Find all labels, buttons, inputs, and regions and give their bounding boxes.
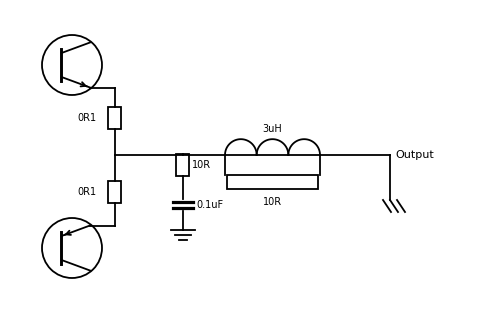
Bar bbox=[109, 181, 121, 203]
Text: 10R: 10R bbox=[263, 197, 282, 207]
Text: 10R: 10R bbox=[192, 160, 211, 170]
Bar bbox=[176, 154, 189, 176]
Bar bbox=[109, 107, 121, 129]
Text: Output: Output bbox=[395, 150, 434, 160]
Text: 0.1uF: 0.1uF bbox=[196, 200, 223, 210]
Text: 0R1: 0R1 bbox=[78, 113, 97, 123]
Bar bbox=[227, 175, 318, 189]
Text: 3uH: 3uH bbox=[262, 124, 282, 134]
Text: 0R1: 0R1 bbox=[78, 187, 97, 197]
